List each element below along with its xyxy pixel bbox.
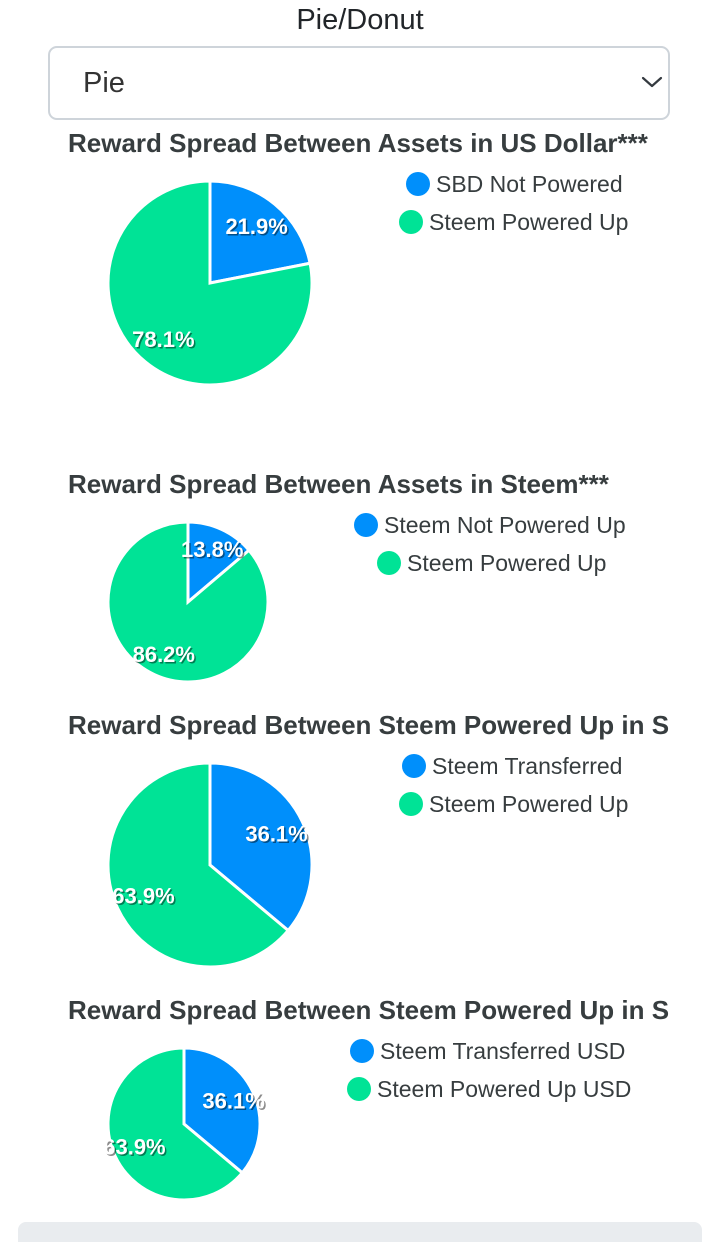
data-label-2: 63.9% [103, 1135, 165, 1160]
legend-label: Steem Powered Up [429, 209, 629, 235]
chart-title: Reward Spread Between Steem Powered Up i… [68, 995, 670, 1025]
legend-label: Steem Transferred USD [380, 1038, 626, 1064]
legend-marker [350, 1039, 374, 1063]
data-label-2: 63.9% [112, 884, 174, 909]
legend-marker [406, 172, 430, 196]
data-label-shadow: 13.8% [183, 539, 245, 564]
bottom-panel [18, 1222, 702, 1242]
chart-title: Reward Spread Between Assets in US Dolla… [68, 128, 648, 158]
pie-chart-transferred-usd: Reward Spread Between Steem Powered Up i… [0, 995, 720, 1215]
pie-slice-2[interactable] [106, 761, 291, 969]
pie-chart: 13.8%13.8%86.2%86.2% [106, 520, 270, 684]
chart-type-label: Pie/Donut [296, 4, 424, 36]
data-label-shadow: 36.1% [204, 1090, 266, 1115]
pie-chart-steem: Reward Spread Between Assets in Steem***… [0, 469, 720, 699]
pie-chart: 21.9%21.9%78.1%78.1% [106, 179, 314, 387]
chart-title: Reward Spread Between Assets in Steem*** [68, 469, 609, 499]
data-label-1: 21.9% [225, 214, 287, 239]
pie-slice-2[interactable] [106, 1046, 245, 1202]
legend-label: Steem Not Powered Up [384, 512, 626, 538]
pie-chart-transferred: Reward Spread Between Steem Powered Up i… [0, 710, 720, 980]
chart-type-select[interactable]: Pie [48, 46, 670, 120]
data-label-shadow: 78.1% [134, 329, 196, 354]
pie-slice-1[interactable] [182, 1046, 262, 1175]
legend-marker [402, 754, 426, 778]
legend-marker [354, 513, 378, 537]
legend-marker [347, 1077, 371, 1101]
data-label-1: 13.8% [181, 537, 243, 562]
legend-label: Steem Powered Up USD [377, 1076, 632, 1102]
legend-label: Steem Powered Up [429, 791, 629, 817]
legend-label: SBD Not Powered [436, 171, 623, 197]
data-label-shadow: 86.2% [134, 643, 196, 668]
pie-chart: 36.1%36.1%63.9%63.9% [106, 761, 314, 969]
data-label-shadow: 21.9% [227, 215, 289, 240]
legend-marker [377, 551, 401, 575]
data-label-2: 86.2% [133, 642, 195, 667]
legend-label: Steem Powered Up [407, 550, 607, 576]
data-label-shadow: 63.9% [114, 885, 176, 910]
pie-slice-2[interactable] [106, 179, 314, 387]
pie-slice-1[interactable] [208, 761, 314, 933]
chevron-down-icon [641, 76, 663, 88]
data-label-2: 78.1% [132, 327, 194, 352]
pie-slice-1[interactable] [186, 520, 252, 606]
chart-title: Reward Spread Between Steem Powered Up i… [68, 710, 670, 740]
legend-marker [399, 210, 423, 234]
data-label-1: 36.1% [245, 821, 307, 846]
pie-chart-usd: Reward Spread Between Assets in US Dolla… [0, 128, 720, 428]
pie-slice-1[interactable] [208, 179, 312, 285]
data-label-shadow: 36.1% [247, 823, 309, 848]
pie-chart: 36.1%36.1%63.9%63.9% [103, 1046, 266, 1202]
pie-slice-2[interactable] [106, 520, 270, 684]
legend-label: Steem Transferred [432, 753, 623, 779]
data-label-shadow: 63.9% [105, 1136, 167, 1161]
data-label-1: 36.1% [202, 1088, 264, 1113]
legend-marker [399, 792, 423, 816]
chart-type-select-value: Pie [83, 67, 125, 99]
